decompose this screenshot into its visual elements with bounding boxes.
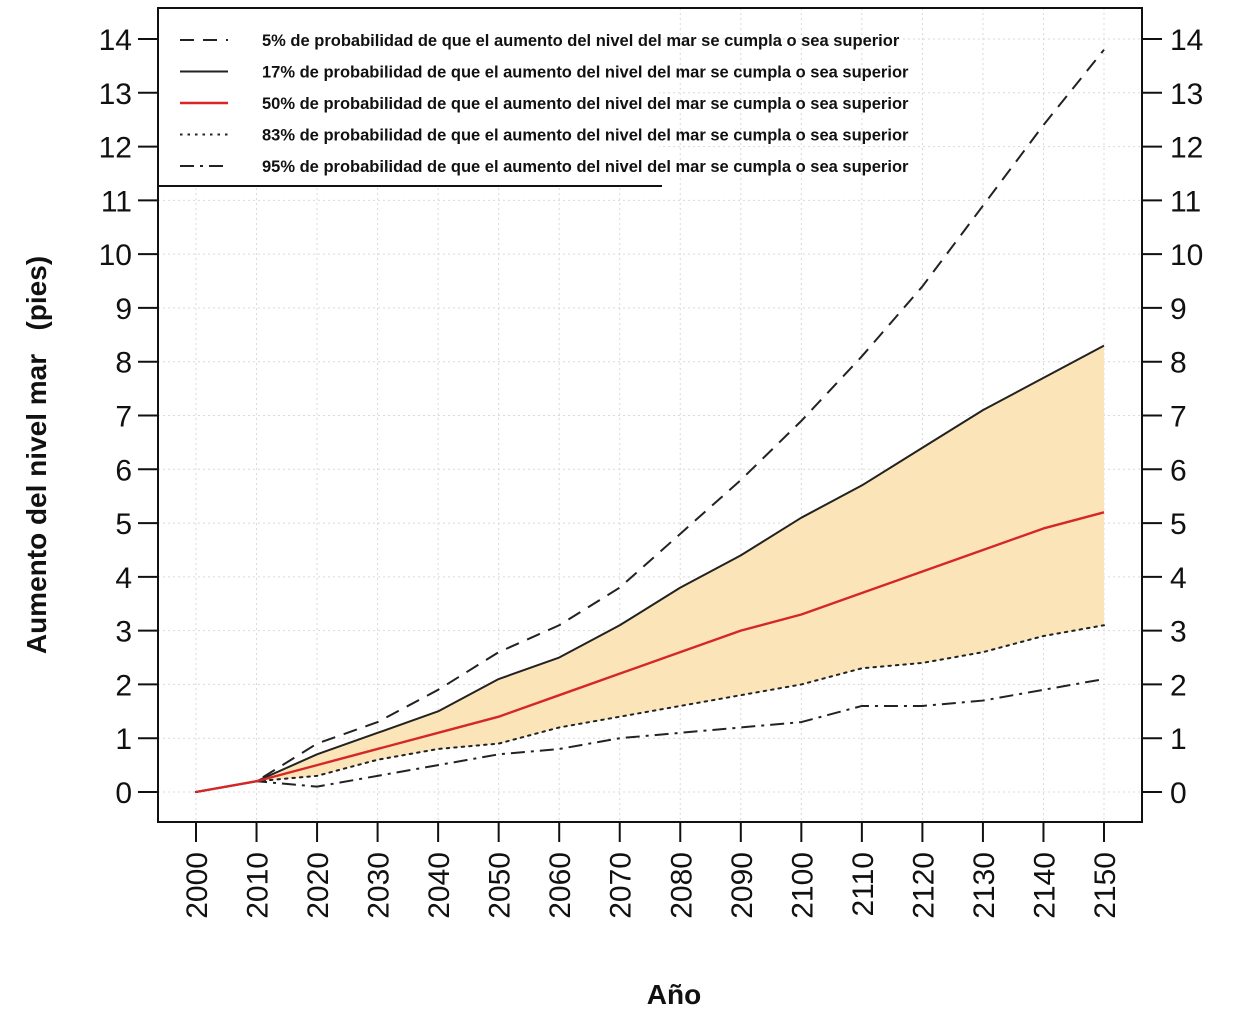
- y-tick-label-right: 14: [1170, 24, 1203, 57]
- x-tick-label: 2130: [968, 852, 1001, 919]
- legend-label: 50% de probabilidad de que el aumento de…: [262, 95, 909, 113]
- probability-band: [196, 345, 1104, 792]
- series-lines: [195, 49, 1105, 794]
- y-tick-label-left: 1: [115, 723, 132, 756]
- legend: 5% de probabilidad de que el aumento del…: [158, 9, 909, 187]
- x-tick-label: 2010: [242, 852, 275, 919]
- legend-box: [159, 9, 659, 187]
- series-line-0: [195, 49, 1105, 793]
- y-tick-label-left: 4: [115, 562, 132, 595]
- x-tick-label: 2000: [181, 852, 214, 919]
- x-tick-label: 2120: [907, 852, 940, 919]
- series-line-4: [195, 678, 1105, 793]
- y-tick-label-right: 1: [1170, 723, 1187, 756]
- y-tick-label-right: 3: [1170, 616, 1187, 649]
- y-tick-label-right: 2: [1170, 669, 1187, 702]
- y-tick-label-right: 10: [1170, 239, 1203, 272]
- y-tick-label-left: 8: [115, 347, 132, 380]
- x-tick-label: 2090: [726, 852, 759, 919]
- x-axis: 2000 2010 2020 2030 2040 2050 2060 2070 2080 2090…: [181, 822, 1122, 919]
- y-tick-label-left: 12: [99, 132, 132, 165]
- y-tick-label-left: 7: [115, 401, 132, 434]
- legend-label: 17% de probabilidad de que el aumento de…: [262, 64, 909, 82]
- y-tick-label-left: 0: [115, 777, 132, 810]
- legend-label: 83% de probabilidad de que el aumento de…: [262, 127, 909, 145]
- x-tick-label: 2080: [665, 852, 698, 919]
- x-tick-label: 2020: [302, 852, 335, 919]
- x-tick-label: 2150: [1089, 852, 1122, 919]
- y-tick-label-right: 0: [1170, 777, 1187, 810]
- x-tick-label: 2070: [605, 852, 638, 919]
- y-tick-label-left: 13: [99, 78, 132, 111]
- x-axis-title: Año: [647, 979, 701, 1010]
- x-tick-label: 2060: [544, 852, 577, 919]
- y-tick-label-right: 8: [1170, 347, 1187, 380]
- y-axis-title: Aumento del nivel mar (pies): [21, 256, 52, 654]
- y-tick-label-right: 7: [1170, 401, 1187, 434]
- x-tick-label: 2030: [363, 852, 396, 919]
- y-tick-label-left: 14: [99, 24, 132, 57]
- y-tick-label-left: 5: [115, 508, 132, 541]
- y-tick-label-left: 6: [115, 454, 132, 487]
- x-tick-label: 2110: [847, 852, 880, 917]
- y-tick-label-left: 11: [101, 185, 132, 218]
- y-tick-label-left: 9: [115, 293, 132, 326]
- series-line-1: [195, 344, 1105, 793]
- y-tick-label-right: 4: [1170, 562, 1187, 595]
- shaded-band-17-83: [196, 345, 1104, 792]
- y-tick-label-left: 3: [115, 616, 132, 649]
- legend-label: 5% de probabilidad de que el aumento del…: [262, 32, 900, 50]
- x-tick-label: 2050: [484, 852, 517, 919]
- y-tick-label-right: 11: [1170, 185, 1201, 218]
- y-tick-label-right: 12: [1170, 132, 1203, 165]
- x-tick-label: 2140: [1028, 852, 1061, 919]
- x-tick-label: 2040: [423, 852, 456, 919]
- y-tick-label-left: 2: [115, 669, 132, 702]
- y-tick-label-right: 9: [1170, 293, 1187, 326]
- legend-label: 95% de probabilidad de que el aumento de…: [262, 158, 909, 176]
- y-tick-label-right: 13: [1170, 78, 1203, 111]
- x-tick-label: 2100: [786, 852, 819, 919]
- y-tick-label-right: 6: [1170, 454, 1187, 487]
- y-tick-label-right: 5: [1170, 508, 1187, 541]
- y-tick-label-left: 10: [99, 239, 132, 272]
- series-line-2: [195, 511, 1105, 794]
